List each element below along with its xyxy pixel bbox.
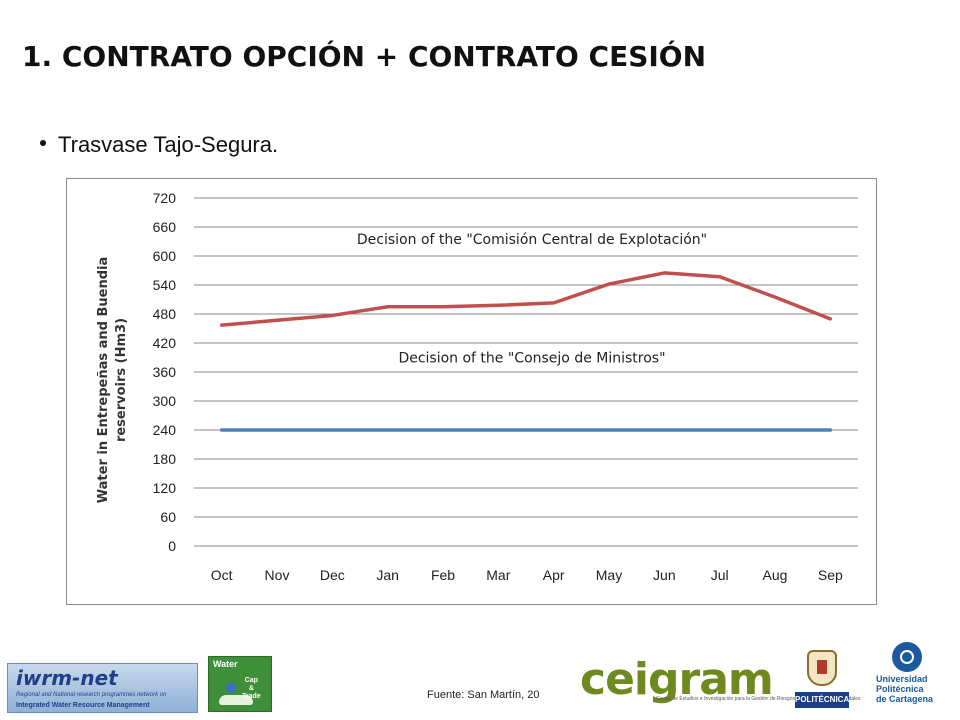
chart-frame: 0 60 120 180 240 300 360 420 480 540 600 660 720 Oct… bbox=[66, 178, 877, 605]
upct-logo: Universidad Politécnica de Cartagena bbox=[870, 642, 960, 718]
water-cap-trade-logo: Water Cap & Trade bbox=[208, 656, 272, 712]
x-tick-label: Mar bbox=[486, 567, 510, 583]
ceigram-logo: ceigram Centro de Estudios e Investigaci… bbox=[580, 654, 861, 714]
bullet-text: Trasvase Tajo-Segura. bbox=[58, 132, 279, 157]
y-axis-label-line1: Water in Entrepeñas and Buendia bbox=[96, 257, 111, 503]
bullet-dot-icon bbox=[40, 140, 46, 146]
bullet-item: Trasvase Tajo-Segura. bbox=[40, 132, 278, 158]
ceigram-tagline: Centro de Estudios e Investigación para … bbox=[656, 696, 861, 702]
politecnica-label: POLITÉCNICA bbox=[795, 692, 849, 708]
y-tick-label: 120 bbox=[153, 480, 177, 496]
y-tick-label: 300 bbox=[153, 393, 177, 409]
x-tick-label: Aug bbox=[763, 567, 788, 583]
x-tick-label: Jul bbox=[711, 567, 729, 583]
cap-trade-text: Cap & Trade bbox=[242, 677, 261, 700]
ceigram-name: ceigram bbox=[580, 654, 774, 705]
y-axis-label: Water in Entrepeñas and Buendia reservoir… bbox=[96, 257, 129, 503]
annotation-label: Decision of the "Consejo de Ministros" bbox=[398, 351, 665, 367]
source-caption: Fuente: San Martín, 20 bbox=[427, 689, 540, 701]
x-tick-label: Jan bbox=[376, 567, 399, 583]
x-tick-label: May bbox=[596, 567, 622, 583]
upct-name: Universidad Politécnica de Cartagena bbox=[876, 674, 934, 704]
y-tick-label: 720 bbox=[153, 190, 177, 206]
x-tick-label: Apr bbox=[543, 567, 565, 583]
hand-icon bbox=[219, 695, 253, 705]
x-tick-label: Sep bbox=[818, 567, 843, 583]
y-tick-label: 360 bbox=[153, 364, 177, 380]
y-tick-label: 660 bbox=[153, 219, 177, 235]
y-tick-label: 240 bbox=[153, 422, 177, 438]
crest-icon bbox=[807, 650, 837, 686]
x-tick-label: Jun bbox=[653, 567, 676, 583]
y-axis-label-line2: reservoirs (Hm3) bbox=[114, 318, 129, 442]
iwrm-line2: Integrated Water Resource Management bbox=[16, 702, 150, 709]
iwrm-net-logo: iwrm-net Regional and National research … bbox=[7, 663, 198, 713]
x-tick-label: Feb bbox=[431, 567, 455, 583]
y-tick-label: 180 bbox=[153, 451, 177, 467]
x-tick-label: Oct bbox=[211, 567, 233, 583]
footer-logos: iwrm-net Regional and National research … bbox=[0, 640, 960, 720]
y-tick-label: 480 bbox=[153, 306, 177, 322]
y-tick-label: 540 bbox=[153, 277, 177, 293]
iwrm-line1: Regional and National research programme… bbox=[16, 692, 167, 698]
slide-title: 1. CONTRATO OPCIÓN + CONTRATO CESIÓN bbox=[22, 40, 707, 73]
series-line-1 bbox=[219, 271, 833, 327]
iwrm-brand: iwrm-net bbox=[16, 666, 118, 690]
line-chart: 0 60 120 180 240 300 360 420 480 540 600 660 720 Oct… bbox=[96, 190, 858, 583]
water-drop-icon bbox=[226, 683, 236, 693]
x-tick-label: Nov bbox=[265, 567, 290, 583]
y-tick-label: 420 bbox=[153, 335, 177, 351]
x-tick-label: Dec bbox=[320, 567, 345, 583]
cap-water-text: Water bbox=[213, 659, 238, 669]
y-tick-label: 0 bbox=[168, 538, 176, 554]
globe-mark-icon bbox=[900, 650, 914, 664]
annotation-label: Decision of the "Comisión Central de Exp… bbox=[357, 232, 707, 248]
y-tick-label: 60 bbox=[160, 509, 176, 525]
politecnica-logo: POLITÉCNICA bbox=[795, 650, 849, 710]
y-tick-label: 600 bbox=[153, 248, 177, 264]
